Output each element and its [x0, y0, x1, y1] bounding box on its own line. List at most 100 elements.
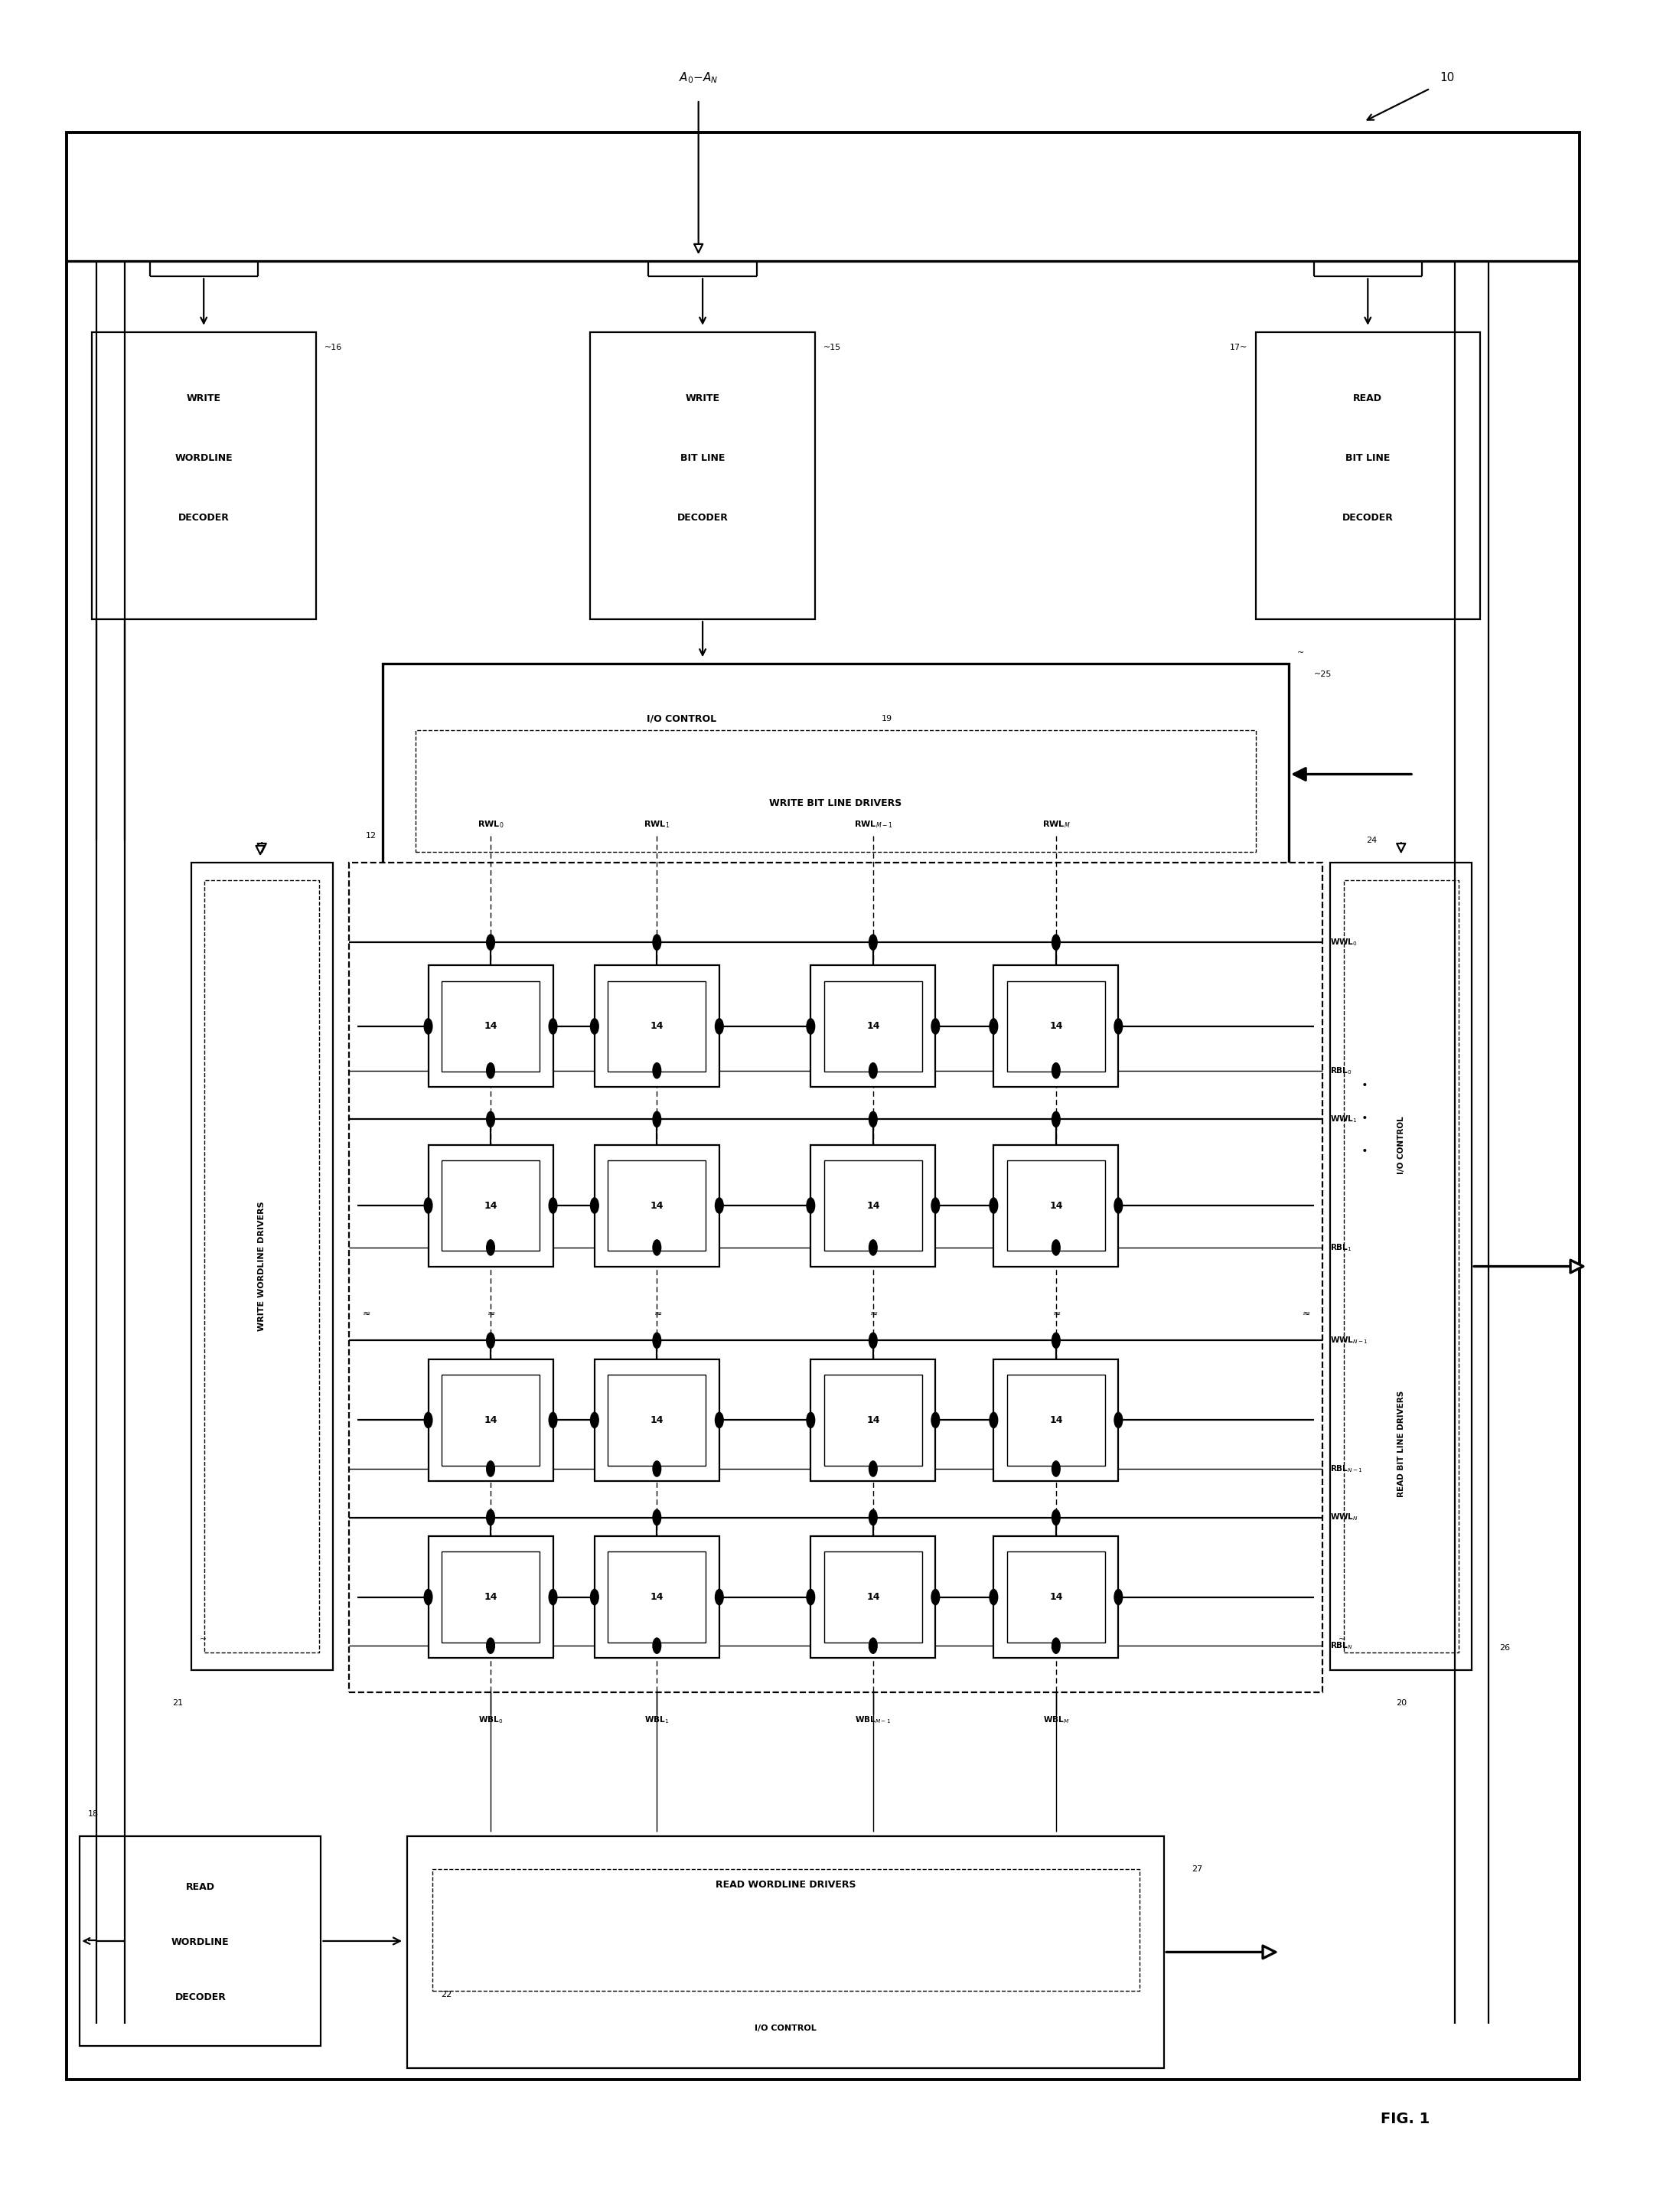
Text: 14: 14 [866, 1201, 880, 1210]
Bar [595, 1535, 720, 1659]
Bar [429, 1358, 552, 1482]
Ellipse shape [715, 1199, 723, 1212]
Ellipse shape [1053, 1509, 1059, 1526]
Text: ~16: ~16 [324, 343, 343, 352]
Bar [825, 980, 921, 1071]
Ellipse shape [590, 1588, 599, 1606]
Bar [429, 1535, 552, 1659]
Text: 14: 14 [1049, 1201, 1063, 1210]
Text: 14: 14 [866, 1593, 880, 1601]
Text: READ WORDLINE DRIVERS: READ WORDLINE DRIVERS [715, 1880, 856, 1889]
Ellipse shape [424, 1018, 432, 1033]
Ellipse shape [1114, 1413, 1123, 1429]
Ellipse shape [1053, 1239, 1059, 1256]
Ellipse shape [549, 1588, 557, 1606]
Text: 14: 14 [484, 1593, 497, 1601]
Bar [1256, 332, 1480, 619]
Bar [91, 332, 316, 619]
Text: WWL$_0$: WWL$_0$ [1330, 938, 1357, 947]
Text: $\approx$: $\approx$ [486, 1307, 496, 1318]
Ellipse shape [989, 1413, 998, 1429]
Ellipse shape [1053, 1637, 1059, 1655]
Text: ~: ~ [1297, 648, 1304, 657]
Bar [609, 1376, 707, 1467]
Ellipse shape [654, 1509, 660, 1526]
Ellipse shape [870, 1460, 876, 1478]
Ellipse shape [1053, 1460, 1059, 1478]
Text: BIT LINE: BIT LINE [680, 453, 725, 462]
Text: $\bullet$: $\bullet$ [1360, 1110, 1367, 1121]
Bar [1344, 880, 1458, 1652]
Text: 14: 14 [1049, 1593, 1063, 1601]
Text: 14: 14 [866, 1022, 880, 1031]
Ellipse shape [1114, 1588, 1123, 1606]
Ellipse shape [1053, 1332, 1059, 1347]
Bar [595, 1358, 720, 1482]
Text: RBL$_N$: RBL$_N$ [1330, 1641, 1354, 1650]
Ellipse shape [487, 1509, 494, 1526]
Ellipse shape [549, 1018, 557, 1033]
Ellipse shape [590, 1413, 599, 1429]
Text: READ: READ [1354, 394, 1382, 403]
Ellipse shape [1053, 936, 1059, 951]
Bar [590, 332, 815, 619]
Text: WORDLINE: WORDLINE [171, 1938, 229, 1947]
Text: RBL$_1$: RBL$_1$ [1330, 1243, 1352, 1252]
Ellipse shape [715, 1588, 723, 1606]
Ellipse shape [654, 1332, 660, 1347]
Bar [609, 980, 707, 1071]
Text: ~: ~ [200, 1637, 206, 1644]
Text: 12: 12 [366, 832, 378, 841]
Text: $\bullet$: $\bullet$ [1360, 1144, 1367, 1155]
Ellipse shape [424, 1199, 432, 1212]
Ellipse shape [654, 1110, 660, 1128]
Bar [442, 980, 539, 1071]
Ellipse shape [590, 1018, 599, 1033]
Ellipse shape [989, 1588, 998, 1606]
Ellipse shape [870, 936, 876, 951]
Bar [429, 964, 552, 1086]
Text: 24: 24 [1367, 836, 1377, 845]
Text: READ: READ [186, 1882, 215, 1891]
Ellipse shape [931, 1413, 940, 1429]
Text: WWL$_1$: WWL$_1$ [1330, 1115, 1357, 1124]
Bar [812, 964, 935, 1086]
Text: 14: 14 [484, 1201, 497, 1210]
Ellipse shape [654, 1064, 660, 1079]
Text: $\bullet$: $\bullet$ [1360, 1077, 1367, 1088]
Bar [205, 880, 319, 1652]
Text: RBL$_{N-1}$: RBL$_{N-1}$ [1330, 1464, 1364, 1473]
Bar [1008, 1159, 1106, 1252]
Bar [442, 1159, 539, 1252]
Text: 19: 19 [881, 714, 893, 723]
Text: DECODER: DECODER [178, 513, 229, 522]
Bar [407, 1836, 1164, 2068]
Bar [812, 1535, 935, 1659]
Bar [382, 664, 1289, 874]
Ellipse shape [654, 936, 660, 951]
Text: 14: 14 [1049, 1416, 1063, 1425]
Bar [1008, 1553, 1106, 1641]
Ellipse shape [1114, 1018, 1123, 1033]
Ellipse shape [1053, 1110, 1059, 1128]
Text: WBL$_M$: WBL$_M$ [1043, 1714, 1069, 1725]
Text: 14: 14 [1049, 1022, 1063, 1031]
Bar [994, 964, 1118, 1086]
Ellipse shape [654, 1239, 660, 1256]
Text: 27: 27 [1192, 1865, 1202, 1874]
Bar [825, 1159, 921, 1252]
Ellipse shape [807, 1588, 815, 1606]
Text: RWL$_1$: RWL$_1$ [644, 818, 670, 830]
Ellipse shape [549, 1199, 557, 1212]
Text: $\varsigma\varsigma$: $\varsigma\varsigma$ [868, 1644, 878, 1652]
Text: $\varsigma\varsigma$: $\varsigma\varsigma$ [1051, 1644, 1061, 1652]
Text: WRITE: WRITE [186, 394, 221, 403]
Text: 14: 14 [650, 1022, 664, 1031]
Text: 26: 26 [1500, 1644, 1510, 1652]
Text: WRITE: WRITE [685, 394, 720, 403]
Ellipse shape [487, 1460, 494, 1478]
Text: 18: 18 [88, 1809, 100, 1818]
Text: DECODER: DECODER [677, 513, 728, 522]
Ellipse shape [487, 1637, 494, 1655]
Text: WORDLINE: WORDLINE [175, 453, 233, 462]
